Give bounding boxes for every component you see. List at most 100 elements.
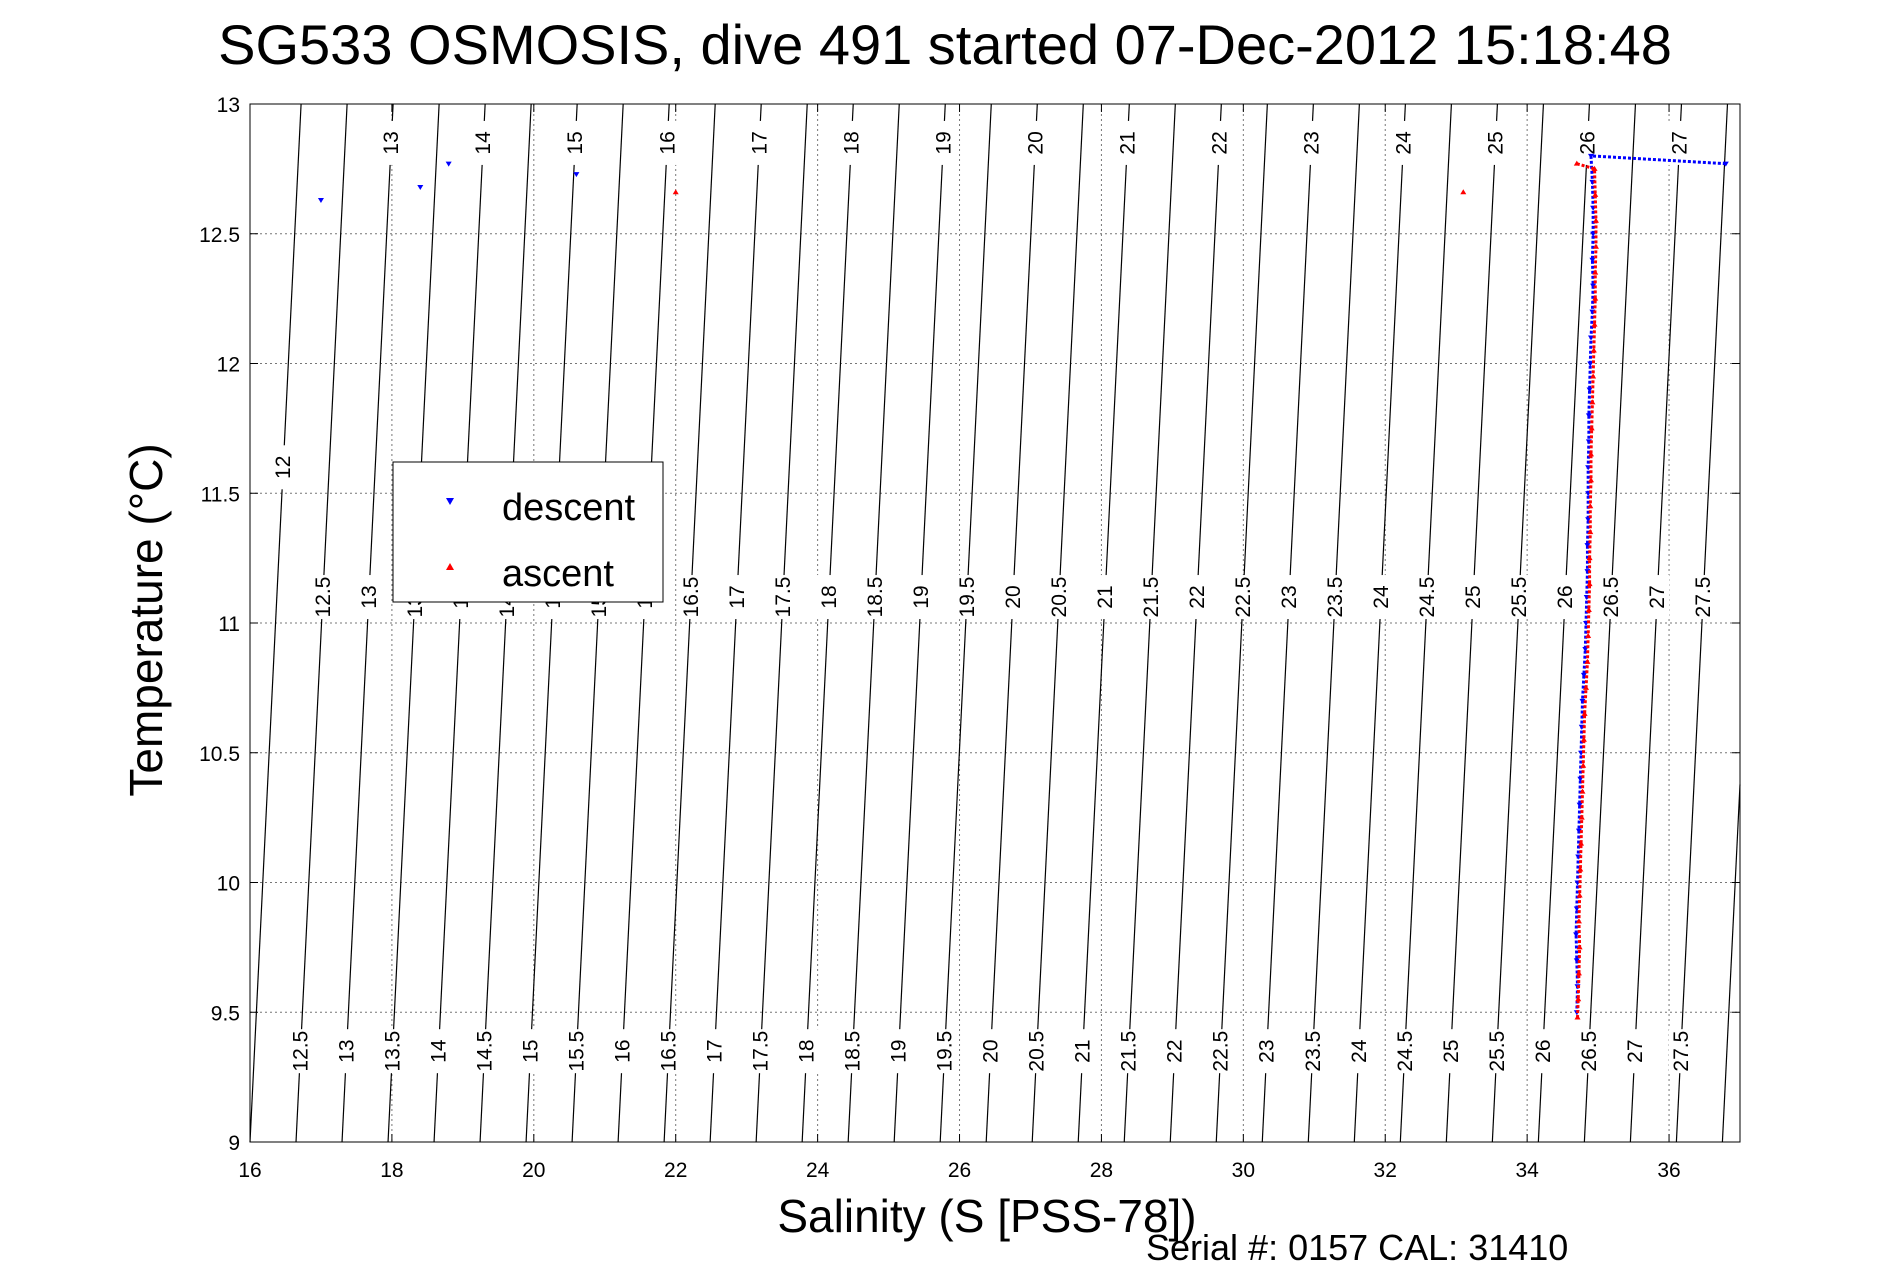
contour-label-bg (1185, 575, 1210, 620)
x-tick-label: 32 (1374, 1159, 1397, 1182)
contour-label-bg (1391, 120, 1416, 165)
contour-label-bottom: 24.5 (1394, 1031, 1417, 1072)
contour-label-bottom: 22.5 (1210, 1031, 1233, 1072)
x-tick-label: 30 (1232, 1159, 1255, 1182)
y-tick-label: 10.5 (199, 743, 240, 766)
contour-label-bottom: 17.5 (750, 1031, 773, 1072)
contour-label-bg (1023, 120, 1048, 165)
isopycnal-line (1031, 103, 1084, 1143)
descent-point (573, 172, 580, 178)
contour-label-bg (1115, 120, 1140, 165)
contour-label-middle: 26.5 (1600, 577, 1623, 618)
contour-label-bg (1277, 575, 1302, 620)
contour-label-top: 16 (656, 131, 679, 154)
x-tick-label: 22 (664, 1159, 687, 1182)
isopycnal-line (479, 103, 532, 1143)
contour-label-middle: 19 (910, 585, 933, 608)
contour-label-bg (794, 1029, 819, 1074)
contour-label-bg (1461, 575, 1486, 620)
chart-title: SG533 OSMOSIS, dive 491 started 07-Dec-2… (218, 13, 1672, 76)
contour-label-bg (1507, 575, 1532, 620)
contour-label-bg (816, 575, 841, 620)
contour-label-bottom: 25.5 (1486, 1031, 1509, 1072)
contour-label-bottom: 13 (335, 1039, 358, 1062)
contour-label-bg (1254, 1029, 1279, 1074)
isopycnal-line (1675, 103, 1729, 1143)
isopycnal-line (1261, 103, 1314, 1143)
isopycnal-line (433, 103, 486, 1143)
contour-label-bg (1483, 120, 1508, 165)
isopycnal-line (893, 103, 946, 1143)
contour-label-bg (655, 120, 680, 165)
ascent-point (1581, 710, 1588, 716)
contour-label-bg (656, 1029, 681, 1074)
contour-label-middle: 21.5 (1140, 577, 1163, 618)
x-axis-ticks: 16 18 20 22 24 26 28 30 32 34 36 (238, 104, 1681, 1182)
contour-label-bottom: 19.5 (934, 1031, 957, 1072)
contour-label-bg (1047, 575, 1072, 620)
contour-label-bg (610, 1029, 635, 1074)
isopycnal-line (1629, 103, 1683, 1143)
legend-descent-label: descent (502, 487, 636, 529)
isopycnal-line (525, 103, 578, 1143)
contour-label-bg (334, 1029, 359, 1074)
contour-label-top: 20 (1024, 131, 1047, 154)
contour-label-top: 19 (932, 131, 955, 154)
contour-label-middle: 23.5 (1324, 577, 1347, 618)
y-tick-label: 11.5 (201, 483, 240, 506)
contour-label-bg (748, 1029, 773, 1074)
contour-label-bg (1208, 1029, 1233, 1074)
isopycnal-line (1721, 784, 1741, 1143)
contour-label-bg (472, 1029, 497, 1074)
contour-label-bottom: 16.5 (658, 1031, 681, 1072)
contour-label-bottom: 22 (1164, 1039, 1187, 1062)
contour-label-bottom: 20.5 (1026, 1031, 1049, 1072)
legend-ascent-label: ascent (502, 553, 614, 595)
x-tick-label: 26 (948, 1159, 971, 1182)
contour-label-middle: 20 (1002, 585, 1025, 608)
descent-point (1576, 802, 1583, 808)
contour-label-bottom: 23.5 (1302, 1031, 1325, 1072)
ascent-point (672, 189, 679, 195)
isopycnal-line (1307, 103, 1360, 1143)
contour-label-bg (380, 1029, 405, 1074)
contour-label-top: 14 (472, 131, 495, 155)
contour-label-top: 22 (1208, 131, 1231, 154)
y-axis-label: Temperature (°C) (120, 443, 172, 796)
contour-label-bg (955, 575, 980, 620)
ascent-point (1460, 189, 1467, 195)
contour-label-bottom: 21 (1072, 1039, 1095, 1062)
descent-point (417, 185, 424, 191)
contour-label-top: 26 (1577, 131, 1600, 154)
y-tick-label: 11 (218, 613, 240, 636)
isopycnal-line (295, 103, 348, 1143)
contour-label-bg (1553, 575, 1578, 620)
contour-label-bg (978, 1029, 1003, 1074)
contour-label-bottom: 26.5 (1578, 1031, 1601, 1072)
isopycnal-line (985, 103, 1038, 1143)
contour-label-bg (1070, 1029, 1095, 1074)
x-tick-label: 24 (806, 1159, 830, 1182)
contour-label-top: 21 (1116, 131, 1139, 154)
data-points (317, 153, 1729, 1020)
contour-label-middle: 17 (726, 585, 749, 608)
y-tick-label: 10 (217, 873, 240, 896)
contour-label-bg (1231, 575, 1256, 620)
contour-label-top: 13 (380, 131, 403, 154)
contour-label-middle: 21 (1094, 585, 1117, 608)
isopycnal-line (1537, 103, 1591, 1143)
contour-label-bottom: 23 (1256, 1039, 1279, 1062)
serial-cal-footer: Serial #: 0157 CAL: 31410 (1146, 1227, 1568, 1262)
contour-label-bg (1691, 575, 1716, 620)
contour-label-top: 27 (1669, 131, 1692, 154)
isopycnal-line (1445, 103, 1499, 1143)
x-tick-label: 20 (522, 1159, 545, 1182)
x-tick-label: 28 (1090, 1159, 1113, 1182)
legend: descent ascent (392, 461, 664, 603)
contour-label-top: 23 (1300, 131, 1323, 154)
isopycnal-line (663, 103, 716, 1143)
contour-label-middle: 25.5 (1508, 577, 1531, 618)
contour-label-middle: 22.5 (1232, 577, 1255, 618)
isopycnal-line (1399, 103, 1453, 1143)
contour-label-bg (1392, 1029, 1417, 1074)
